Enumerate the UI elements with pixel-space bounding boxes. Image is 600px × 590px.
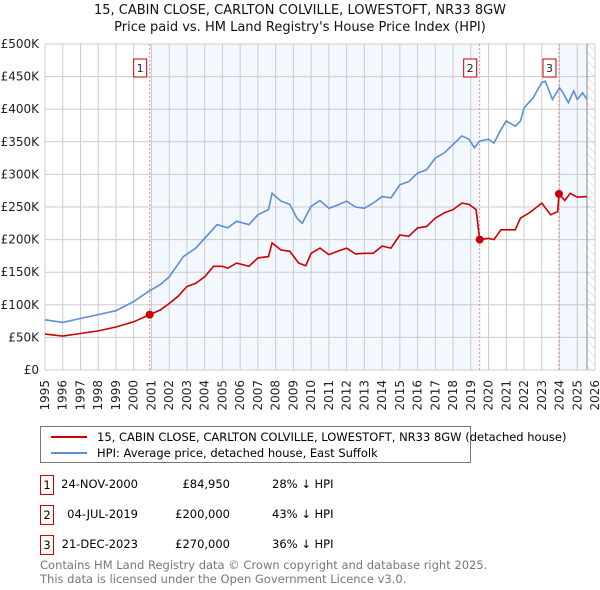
y-tick-label: £0 bbox=[24, 363, 39, 377]
sale-point bbox=[145, 310, 154, 319]
sale-row: 3 21-DEC-2023 £270,000 36% ↓ HPI bbox=[40, 535, 380, 555]
x-tick-label: 2013 bbox=[357, 380, 371, 411]
y-tick-label: £200K bbox=[1, 233, 41, 247]
sale-hpi-diff: 36% ↓ HPI bbox=[272, 537, 334, 551]
x-tick-label: 2020 bbox=[482, 380, 496, 411]
y-tick-label: £500K bbox=[1, 37, 41, 51]
x-tick-label: 1996 bbox=[56, 380, 70, 411]
footer-copyright: Contains HM Land Registry data © Crown c… bbox=[40, 558, 488, 572]
y-tick-label: £450K bbox=[1, 70, 41, 84]
x-tick-label: 2019 bbox=[464, 380, 478, 411]
x-tick-label: 1995 bbox=[38, 380, 52, 411]
x-tick-label: 1999 bbox=[109, 380, 123, 411]
sale-label-box bbox=[133, 58, 148, 78]
y-tick-label: £300K bbox=[1, 167, 41, 181]
x-tick-label: 1997 bbox=[73, 380, 87, 411]
x-tick-label: 2018 bbox=[446, 380, 460, 411]
x-tick-label: 2010 bbox=[304, 380, 318, 411]
sale-marker-number: 2 bbox=[40, 505, 54, 525]
sale-row: 1 24-NOV-2000 £84,950 28% ↓ HPI bbox=[40, 475, 380, 495]
y-tick-label: £350K bbox=[1, 135, 41, 149]
legend-item-property: 15, CABIN CLOSE, CARLTON COLVILLE, LOWES… bbox=[51, 429, 566, 445]
y-tick-label: £100K bbox=[1, 298, 41, 312]
sale-point bbox=[554, 189, 563, 198]
x-tick-label: 2006 bbox=[233, 380, 247, 411]
x-tick-label: 2026 bbox=[588, 380, 600, 411]
x-tick-label: 2021 bbox=[499, 380, 513, 411]
legend: 15, CABIN CLOSE, CARLTON COLVILLE, LOWES… bbox=[40, 426, 566, 463]
price-paid-line bbox=[44, 192, 588, 337]
sale-label: 1 bbox=[137, 62, 144, 75]
x-tick-label: 2014 bbox=[375, 380, 389, 411]
x-tick-label: 2005 bbox=[215, 380, 229, 411]
x-tick-label: 2016 bbox=[411, 380, 425, 411]
sale-date: 24-NOV-2000 bbox=[61, 477, 138, 491]
plot-area: 1995 1996 1997 1998 1999 2000 2001 2002 2003 2004… bbox=[1, 37, 600, 411]
x-tick-label: 2012 bbox=[340, 380, 354, 411]
x-tick-label: 2022 bbox=[517, 380, 531, 411]
x-tick-label: 2004 bbox=[198, 380, 212, 411]
y-tick-label: £400K bbox=[1, 102, 41, 116]
x-tick-label: 2002 bbox=[162, 380, 176, 411]
sale-label: 2 bbox=[467, 62, 474, 75]
sale-price: £200,000 bbox=[175, 507, 230, 521]
x-tick-label: 2015 bbox=[393, 380, 407, 411]
chart-subtitle: Price paid vs. HM Land Registry's House … bbox=[114, 20, 486, 35]
legend-label: 15, CABIN CLOSE, CARLTON COLVILLE, LOWES… bbox=[97, 430, 567, 444]
x-tick-label: 2023 bbox=[535, 380, 549, 411]
legend-label: HPI: Average price, detached house, East… bbox=[97, 446, 378, 460]
y-tick-label: £250K bbox=[1, 200, 41, 214]
legend-swatch-red bbox=[51, 436, 87, 438]
x-tick-label: 2008 bbox=[269, 380, 283, 411]
sale-price: £84,950 bbox=[182, 477, 230, 491]
x-tick-label: 2001 bbox=[144, 380, 158, 411]
x-tick-label: 2009 bbox=[286, 380, 300, 411]
sale-label: 3 bbox=[546, 62, 553, 75]
sale-point bbox=[475, 235, 484, 244]
sale-label-box bbox=[542, 58, 557, 78]
sale-marker-number: 1 bbox=[40, 475, 54, 495]
x-tick-label: 2011 bbox=[322, 380, 336, 411]
sale-marker-number: 3 bbox=[40, 535, 54, 555]
x-tick-label: 2000 bbox=[127, 380, 141, 411]
x-tick-label: 2007 bbox=[251, 380, 265, 411]
footer-license: This data is licensed under the Open Gov… bbox=[40, 572, 407, 586]
hpi-line bbox=[44, 80, 588, 324]
x-tick-label: 2025 bbox=[570, 380, 584, 411]
legend-swatch-blue bbox=[51, 452, 87, 454]
sale-row: 2 04-JUL-2019 £200,000 43% ↓ HPI bbox=[40, 505, 380, 525]
sale-hpi-diff: 28% ↓ HPI bbox=[272, 477, 334, 491]
sale-price: £270,000 bbox=[175, 537, 230, 551]
sale-label-box bbox=[463, 58, 478, 78]
x-tick-label: 2017 bbox=[428, 380, 442, 411]
x-tick-label: 2003 bbox=[180, 380, 194, 411]
sale-hpi-diff: 43% ↓ HPI bbox=[272, 507, 334, 521]
legend-item-hpi: HPI: Average price, detached house, East… bbox=[51, 445, 378, 461]
sale-date: 04-JUL-2019 bbox=[67, 507, 138, 521]
sale-date: 21-DEC-2023 bbox=[61, 537, 138, 551]
chart-title: 15, CABIN CLOSE, CARLTON COLVILLE, LOWES… bbox=[93, 3, 507, 18]
x-tick-label: 2024 bbox=[553, 380, 567, 411]
x-tick-label: 1998 bbox=[91, 380, 105, 411]
y-tick-label: £50K bbox=[8, 330, 40, 344]
y-tick-label: £150K bbox=[1, 265, 41, 279]
